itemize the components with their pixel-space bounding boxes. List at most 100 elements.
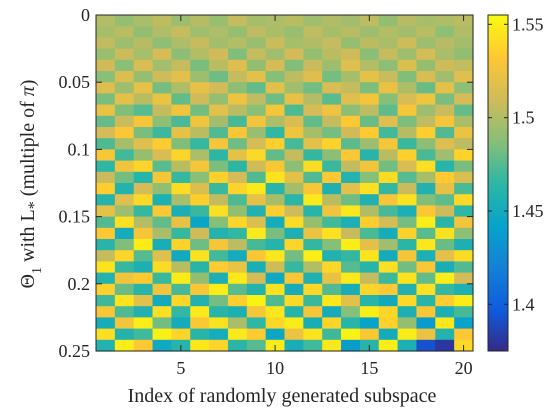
heatmap-cell: [435, 160, 455, 173]
heatmap-cell: [416, 149, 436, 162]
heatmap-cell: [303, 37, 323, 50]
heatmap-cell: [96, 26, 116, 38]
heatmap-cell: [416, 283, 436, 296]
heatmap-cell: [341, 306, 361, 318]
heatmap-cell: [322, 127, 342, 139]
heatmap-cell: [378, 93, 399, 106]
heatmap-cell: [265, 216, 286, 229]
heatmap-cell: [378, 283, 399, 296]
heatmap-cell: [303, 306, 323, 318]
heatmap-cell: [246, 37, 267, 50]
heatmap-cell: [96, 272, 116, 285]
heatmap-cell: [209, 48, 229, 61]
heatmap-cell: [322, 93, 342, 106]
heatmap-cell: [435, 216, 455, 229]
heatmap-cell: [209, 115, 229, 128]
heatmap-cell: [378, 160, 399, 173]
heatmap-cell: [303, 82, 323, 94]
colorbar-tick-label: 1.55: [512, 14, 544, 34]
heatmap-cell: [378, 104, 399, 117]
heatmap-cell: [96, 160, 116, 173]
heatmap-cell: [152, 59, 172, 72]
heatmap-cell: [96, 104, 116, 117]
heatmap-cell: [416, 26, 436, 38]
heatmap-cell: [284, 272, 304, 285]
heatmap-cell: [359, 160, 380, 173]
heatmap-cell: [96, 71, 116, 83]
heatmap-cell: [171, 26, 191, 38]
heatmap-cell: [303, 149, 323, 162]
heatmap-cell: [341, 37, 361, 50]
heatmap-cell: [114, 194, 135, 206]
heatmap-cell: [341, 328, 361, 341]
heatmap-cell: [114, 272, 135, 285]
colorbar-ticks: 1.4 1.45 1.5 1.55: [488, 14, 544, 314]
heatmap-cell: [152, 295, 172, 307]
heatmap-cell: [152, 227, 172, 240]
heatmap-cell: [190, 93, 210, 106]
heatmap-cell: [341, 115, 361, 128]
heatmap-cell: [265, 160, 286, 173]
heatmap-cell: [359, 71, 380, 83]
heatmap-cell: [284, 82, 304, 94]
heatmap-cell: [190, 306, 210, 318]
heatmap-cell: [284, 138, 304, 150]
heatmap-cell: [114, 149, 135, 162]
heatmap-cell: [246, 171, 267, 184]
heatmap-cell: [96, 138, 116, 150]
heatmap-cell: [171, 104, 191, 117]
heatmap-cell: [435, 48, 455, 61]
heatmap-cell: [322, 149, 342, 162]
heatmap-cell: [416, 48, 436, 61]
heatmap-cell: [152, 26, 172, 38]
heatmap-cell: [397, 261, 418, 274]
heatmap-cell: [114, 104, 135, 117]
heatmap-cell: [359, 239, 380, 251]
heatmap-cell: [265, 205, 286, 218]
heatmap-cell: [190, 59, 210, 72]
heatmap-cell: [454, 138, 474, 150]
heatmap-cell: [416, 160, 436, 173]
heatmap-cell: [96, 15, 116, 27]
heatmap-cell: [190, 183, 210, 195]
heatmap-cell: [378, 328, 399, 341]
heatmap-cell: [303, 295, 323, 307]
heatmap-cell: [209, 171, 229, 184]
heatmap-cell: [359, 216, 380, 229]
heatmap-cell: [114, 160, 135, 173]
heatmap-cell: [114, 328, 135, 341]
heatmap-cell: [378, 227, 399, 240]
heatmap-cell: [303, 216, 323, 229]
heatmap-cell: [397, 171, 418, 184]
heatmap-cell: [435, 37, 455, 50]
heatmap-cell: [284, 26, 304, 38]
heatmap-cell: [227, 48, 248, 61]
heatmap-cell: [303, 328, 323, 341]
heatmap-cell: [435, 194, 455, 206]
heatmap-cell: [152, 317, 172, 330]
heatmap-cell: [209, 306, 229, 318]
heatmap-cell: [171, 295, 191, 307]
heatmap-cell: [397, 26, 418, 38]
heatmap-cell: [397, 272, 418, 285]
heatmap-cell: [322, 261, 342, 274]
heatmap-cell: [171, 306, 191, 318]
heatmap-cell: [284, 283, 304, 296]
heatmap-cell: [341, 160, 361, 173]
heatmap-cell: [114, 295, 135, 307]
heatmap-cell: [246, 250, 267, 262]
heatmap-cell: [341, 15, 361, 27]
heatmap-cell: [322, 15, 342, 27]
heatmap-cell: [284, 149, 304, 162]
heatmap-cell: [246, 82, 267, 94]
heatmap-cell: [303, 160, 323, 173]
heatmap-cell: [341, 138, 361, 150]
heatmap-cell: [435, 115, 455, 128]
heatmap-cell: [416, 127, 436, 139]
heatmap-cell: [152, 250, 172, 262]
heatmap-cell: [435, 183, 455, 195]
heatmap-cell: [96, 261, 116, 274]
heatmap-cell: [265, 272, 286, 285]
heatmap-cell: [227, 295, 248, 307]
heatmap-cell: [133, 115, 154, 128]
